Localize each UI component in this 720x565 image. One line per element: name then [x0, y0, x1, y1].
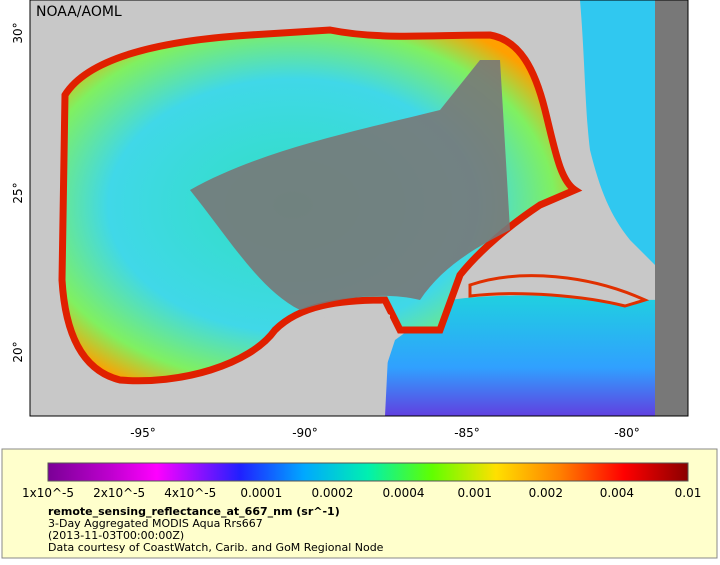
map: NOAA/AOML — [30, 0, 688, 416]
legend-line: (2013-11-03T00:00:00Z) — [48, 529, 184, 542]
lat-label: 30° — [11, 22, 25, 43]
credit: NOAA/AOML — [36, 4, 122, 20]
lat-label: 25° — [11, 182, 25, 203]
colorbar-label: 0.0001 — [240, 486, 282, 500]
variable-name: remote_sensing_reflectance_at_667_nm (sr… — [48, 505, 340, 518]
lon-label: -95° — [130, 426, 156, 440]
map-frame — [29, 0, 689, 417]
colorbar-label: 0.0004 — [383, 486, 425, 500]
yucatan — [290, 310, 390, 416]
colorbar-label: 4x10^-5 — [164, 486, 216, 500]
lon-label: -80° — [614, 426, 640, 440]
legend: 1x10^-5 2x10^-5 4x10^-5 0.0001 0.0002 0.0004 0… — [1, 448, 718, 559]
no-data-strip — [655, 0, 688, 416]
legend-line: Data courtesy of CoastWatch, Carib. and … — [48, 541, 384, 554]
legend-line: 3-Day Aggregated MODIS Aqua Rrs667 — [48, 517, 263, 530]
colorbar — [47, 462, 689, 482]
colorbar-label: 1x10^-5 — [22, 486, 74, 500]
atlantic — [580, 0, 660, 270]
colorbar-label: 2x10^-5 — [93, 486, 145, 500]
colorbar-label: 0.01 — [675, 486, 702, 500]
colorbar-label: 0.002 — [529, 486, 563, 500]
cuba — [468, 274, 650, 308]
lat-label: 20° — [11, 341, 25, 362]
lon-label: -90° — [292, 426, 318, 440]
axis-labels: -95° -90° -85° -80° 30° 25° 20° — [11, 22, 640, 440]
lon-label: -85° — [454, 426, 480, 440]
no-data-patch — [190, 60, 510, 310]
colorbar-label: 0.004 — [600, 486, 634, 500]
colorbar-ticks: 1x10^-5 2x10^-5 4x10^-5 0.0001 0.0002 0.0004 0… — [22, 486, 701, 500]
colorbar-label: 0.0002 — [311, 486, 353, 500]
colorbar-label: 0.001 — [457, 486, 491, 500]
